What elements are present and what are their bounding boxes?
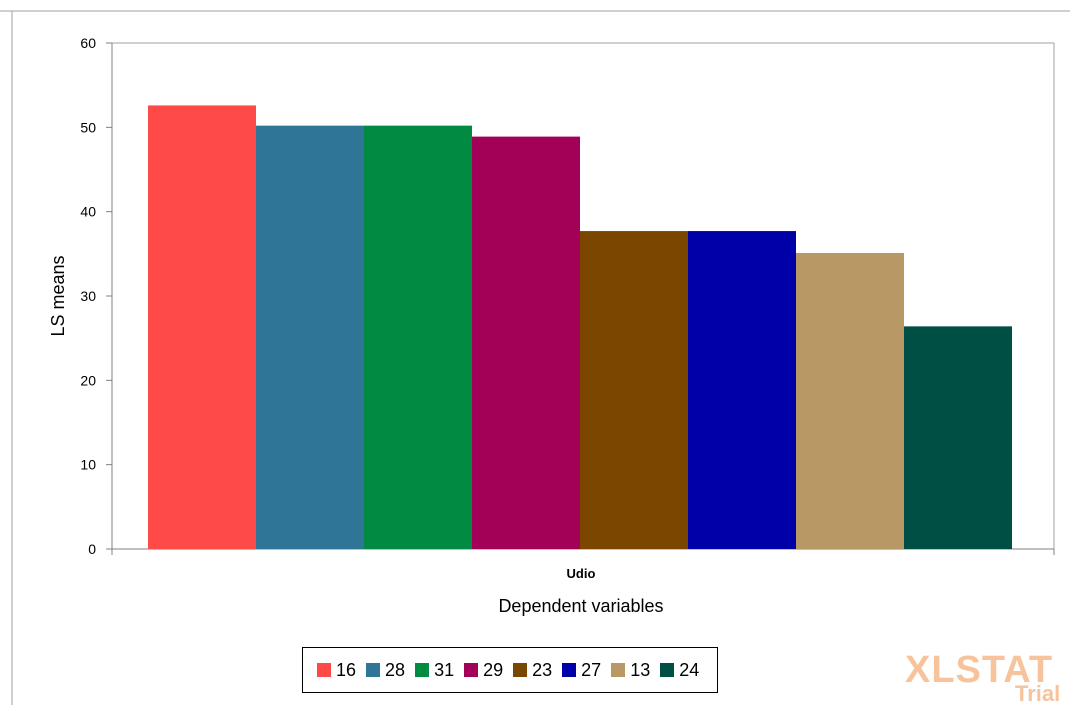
legend-item: 29 bbox=[464, 660, 503, 681]
y-tick-label: 40 bbox=[80, 204, 96, 220]
legend-swatch bbox=[660, 663, 675, 677]
legend-swatch bbox=[513, 663, 528, 677]
legend: 16 28 31 29 23 27 13 24 bbox=[302, 647, 719, 693]
bar-series-24 bbox=[904, 326, 1012, 549]
watermark-sub-text: Trial bbox=[1015, 681, 1061, 705]
legend-label: 31 bbox=[434, 659, 455, 680]
legend-item: 28 bbox=[366, 660, 405, 681]
y-tick-label: 30 bbox=[80, 288, 96, 304]
legend-item: 16 bbox=[317, 660, 356, 681]
category-label: Udio bbox=[567, 566, 596, 581]
legend-label: 16 bbox=[336, 659, 357, 680]
bar-series-29 bbox=[472, 136, 580, 550]
xlstat-watermark: XLSTAT Trial bbox=[905, 648, 1070, 705]
legend-item: 27 bbox=[562, 660, 601, 681]
legend-label: 29 bbox=[483, 659, 504, 680]
legend-swatch bbox=[366, 663, 381, 677]
y-axis-title: LS means bbox=[48, 255, 68, 336]
watermark-main-text: XLSTAT bbox=[905, 649, 1054, 691]
legend-label: 27 bbox=[581, 659, 602, 680]
bar-series-16 bbox=[148, 105, 256, 549]
legend-label: 24 bbox=[679, 659, 700, 680]
bar-series-23 bbox=[580, 231, 688, 549]
legend-item: 31 bbox=[415, 660, 454, 681]
legend-swatch bbox=[464, 663, 479, 677]
y-tick-label: 60 bbox=[80, 35, 96, 51]
y-tick-label: 20 bbox=[80, 372, 96, 388]
legend-swatch bbox=[415, 663, 430, 677]
y-axis: 0 10 20 30 40 50 60 bbox=[80, 35, 1055, 557]
bar-series-31 bbox=[364, 125, 472, 549]
legend-item: 24 bbox=[660, 660, 699, 681]
bar-series-28 bbox=[256, 125, 364, 549]
y-tick-label: 50 bbox=[80, 119, 96, 135]
y-tick-label: 10 bbox=[80, 457, 96, 473]
legend-swatch bbox=[317, 663, 331, 677]
x-axis-title: Dependent variables bbox=[498, 596, 663, 616]
x-axis bbox=[111, 548, 1055, 555]
legend-item: 23 bbox=[513, 660, 552, 681]
legend-swatch bbox=[562, 663, 577, 677]
legend-item: 13 bbox=[611, 660, 650, 681]
legend-label: 28 bbox=[385, 659, 406, 680]
bar-series-27 bbox=[688, 231, 796, 549]
bar-series-group bbox=[148, 105, 1012, 550]
legend-label: 13 bbox=[630, 659, 651, 680]
bar-series-13 bbox=[796, 252, 904, 550]
legend-swatch bbox=[611, 663, 626, 677]
legend-label: 23 bbox=[532, 659, 553, 680]
y-tick-label: 0 bbox=[88, 541, 96, 557]
